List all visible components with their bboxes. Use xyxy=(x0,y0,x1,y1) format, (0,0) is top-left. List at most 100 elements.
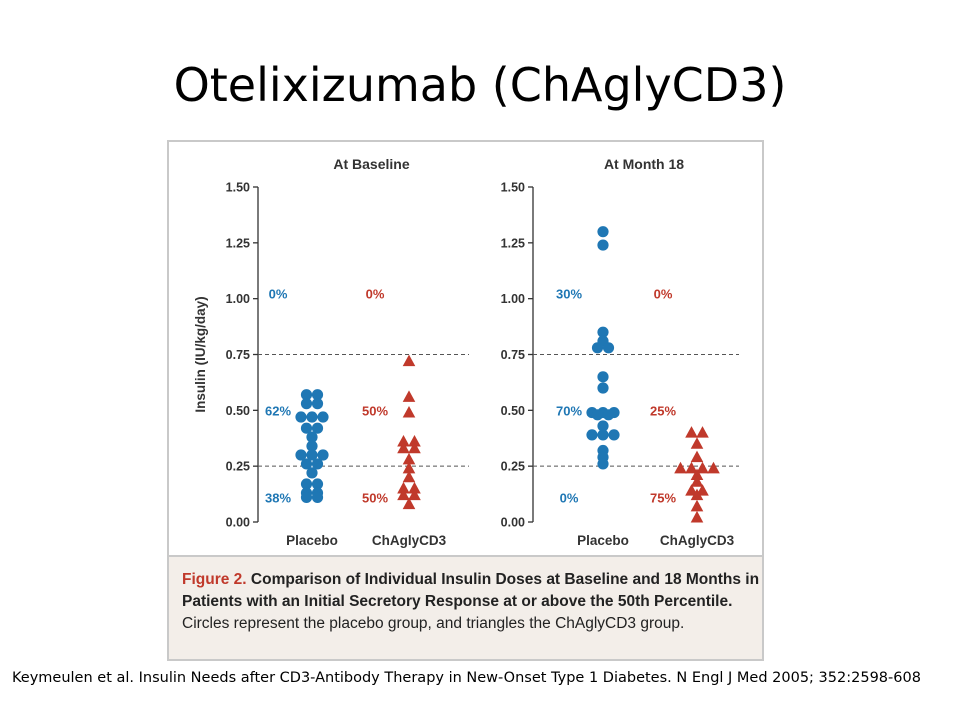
panel2-chaglycd3-point xyxy=(690,475,704,487)
panel1-y-tick-label: 0.50 xyxy=(226,404,250,418)
figure-label: Figure 2. xyxy=(182,571,247,588)
panel1-y-tick-label: 0.00 xyxy=(226,516,250,530)
panel1-placebo-point xyxy=(300,398,313,410)
panel1-chaglycd3-point xyxy=(408,481,421,494)
panel1-placebo-point xyxy=(300,491,313,504)
panel1-chaglycd3-point xyxy=(402,390,416,402)
panel2-placebo-point xyxy=(597,371,609,383)
panel2-y-tick-label: 1.00 xyxy=(501,292,525,306)
panel1-y-tick-label: 1.25 xyxy=(226,236,250,250)
figure-frame: At Baseline 0.00 0.25 0.50 0.75 1.00 1.25 1.50 I… xyxy=(167,140,764,661)
panel1-y-tick-label: 0.75 xyxy=(226,348,250,362)
panel1-placebo-point xyxy=(295,449,307,461)
chart-panels: At Baseline 0.00 0.25 0.50 0.75 1.00 1.25 1.50 I… xyxy=(193,156,739,548)
panel2-y-tick-label: 1.25 xyxy=(501,236,525,250)
panel1-chaglycd3-point xyxy=(397,441,410,454)
panel1-placebo-point xyxy=(306,449,318,461)
panel2-chaglycd3-point xyxy=(690,488,704,501)
panel1-placebo-percent-label: 0% xyxy=(269,287,288,302)
panel2-chaglycd3-point xyxy=(690,468,704,481)
panel1-placebo-percent-label: 62% xyxy=(265,404,291,419)
panel2-y-tick-label: 0.75 xyxy=(501,348,525,362)
panel2-x-tick-label: ChAglyCD3 xyxy=(660,533,735,548)
panel1-placebo-point xyxy=(311,458,324,470)
panel1-y-tick-label: 1.00 xyxy=(226,292,250,306)
panel2-placebo-point xyxy=(591,342,604,354)
panel2-placebo-point xyxy=(597,226,609,238)
panel2-chaglycd3-point xyxy=(696,484,709,496)
panel2-placebo-point xyxy=(591,409,604,421)
panel1-chaglycd3-point xyxy=(402,470,416,483)
panel2-chaglycd3-point xyxy=(707,461,720,474)
panel1-x-tick-label: Placebo xyxy=(286,533,338,548)
figure-note: Circles represent the placebo group, and… xyxy=(182,615,685,632)
panel2-x-tick-label: Placebo xyxy=(577,533,629,548)
panel2-placebo-point xyxy=(597,326,609,338)
panel1-x-tick-label: ChAglyCD3 xyxy=(372,533,447,548)
panel2-title: At Month 18 xyxy=(604,156,684,172)
panel2-chaglycd3-point xyxy=(685,484,698,496)
panel2-placebo-point xyxy=(597,420,609,432)
panel2-chaglycd3-percent-label: 25% xyxy=(650,404,676,419)
figure-caption: Figure 2. Comparison of Individual Insul… xyxy=(169,555,762,659)
figure-title: Comparison of Individual Insulin Doses a… xyxy=(182,571,760,610)
panel1-placebo-point xyxy=(317,411,329,423)
panel1-placebo-point xyxy=(306,431,318,443)
panel2-placebo-point xyxy=(597,382,609,394)
panel1-placebo-percent-label: 38% xyxy=(265,491,291,506)
panel1-chaglycd3-point xyxy=(402,405,416,418)
panel1-chaglycd3-percent-label: 50% xyxy=(362,404,388,419)
panel2-placebo-percent-label: 0% xyxy=(560,491,579,506)
panel1-placebo-point xyxy=(306,411,318,423)
panel1-chaglycd3-percent-label: 0% xyxy=(366,287,385,302)
panel1-placebo-point xyxy=(300,458,313,470)
panel1-chaglycd3-point xyxy=(397,481,410,494)
panel2-chaglycd3-point xyxy=(685,426,698,438)
panel1-chaglycd3-point xyxy=(408,435,421,447)
panel1-chaglycd3-point xyxy=(408,441,421,454)
panel2-chaglycd3-percent-label: 75% xyxy=(650,491,676,506)
panel2-placebo-point xyxy=(597,239,609,251)
panel1-chaglycd3-point xyxy=(397,488,410,501)
panel1-placebo-point xyxy=(300,478,313,490)
panel1-placebo-point xyxy=(311,478,324,490)
panel1-placebo-point xyxy=(317,449,329,461)
panel2-chaglycd3-point xyxy=(690,510,704,523)
panel2-placebo-point xyxy=(602,409,615,421)
panel1-placebo-point xyxy=(311,422,324,434)
panel1-placebo-point xyxy=(306,467,318,479)
panel2-placebo-point xyxy=(597,429,609,441)
panel1-placebo-point xyxy=(306,440,318,452)
panel1-chaglycd3-point xyxy=(402,461,416,474)
panel1-placebo-point xyxy=(300,389,313,401)
panel1-chaglycd3-point xyxy=(408,488,421,501)
panel2-chaglycd3-percent-label: 0% xyxy=(654,287,673,302)
panel2-chaglycd3-point xyxy=(690,499,704,512)
panel1-chaglycd3-point xyxy=(402,452,416,465)
panel2-placebo-point xyxy=(608,429,620,441)
panel2-chaglycd3-point xyxy=(685,461,698,474)
panel2-chaglycd3-point xyxy=(690,450,704,463)
citation: Keymeulen et al. Insulin Needs after CD3… xyxy=(12,670,921,686)
panel2-placebo-point xyxy=(602,342,615,354)
panel2-chaglycd3-point xyxy=(690,437,704,449)
slide-title: Otelixizumab (ChAglyCD3) xyxy=(173,58,787,112)
panel2-y-tick-label: 0.50 xyxy=(501,404,525,418)
panel1-placebo-point xyxy=(311,398,324,410)
panel2-y-tick-label: 1.50 xyxy=(501,181,525,195)
panel1-y-axis-label: Insulin (IU/kg/day) xyxy=(193,296,208,412)
panel2-placebo-point xyxy=(586,429,598,441)
panel1-y-tick-label: 1.50 xyxy=(226,181,250,195)
panel2-chaglycd3-point xyxy=(674,461,687,474)
panel2-placebo-percent-label: 70% xyxy=(556,404,582,419)
panel1-placebo-point xyxy=(311,491,324,504)
panel1-chaglycd3-point xyxy=(402,497,416,510)
panel2-y-tick-label: 0.00 xyxy=(501,516,525,530)
panel1-title: At Baseline xyxy=(333,156,409,172)
panel1-chaglycd3-point xyxy=(397,435,410,447)
panel1-placebo-point xyxy=(311,389,324,401)
panel2-placebo-point xyxy=(597,458,609,470)
panel1-chaglycd3-point xyxy=(402,354,416,367)
panel1-chaglycd3-percent-label: 50% xyxy=(362,491,388,506)
panel1-placebo-point xyxy=(300,422,313,434)
